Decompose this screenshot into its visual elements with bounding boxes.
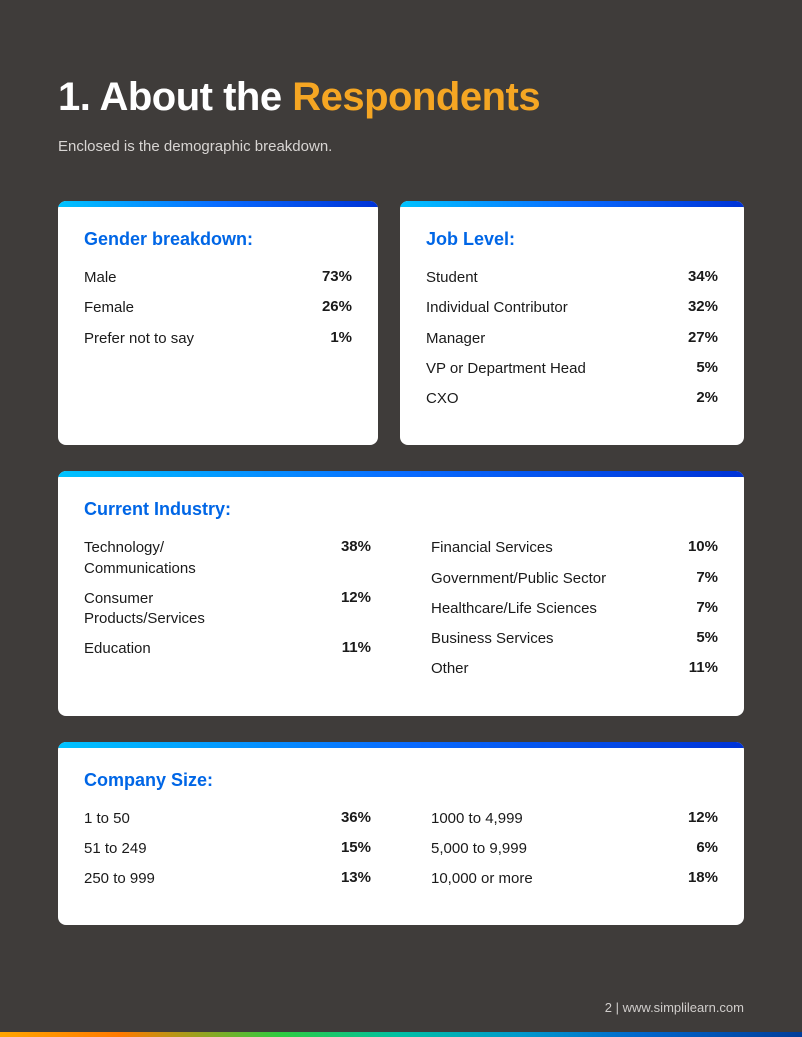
joblevel-card-title: Job Level: [426, 229, 718, 250]
stat-label: Government/Public Sector [431, 569, 606, 589]
stat-value: 34% [688, 268, 718, 285]
stat-row: 1000 to 4,999 12% [431, 809, 718, 829]
stat-row: Technology/Communications 38% [84, 538, 371, 579]
stat-value: 7% [696, 599, 718, 616]
stat-row: Manager 27% [426, 329, 718, 349]
stat-row: Prefer not to say 1% [84, 329, 352, 349]
stat-row: VP or Department Head 5% [426, 359, 718, 379]
two-col: Technology/Communications 38% ConsumerPr… [84, 538, 718, 689]
stat-value: 10% [688, 538, 718, 555]
col-left: Technology/Communications 38% ConsumerPr… [84, 538, 371, 689]
heading-highlight: Respondents [292, 75, 540, 119]
stat-value: 2% [696, 389, 718, 406]
heading-prefix: 1. About the [58, 75, 292, 119]
stat-label: VP or Department Head [426, 359, 586, 379]
stat-label: 51 to 249 [84, 839, 147, 859]
stat-label: Business Services [431, 629, 554, 649]
col-right: Financial Services 10% Government/Public… [431, 538, 718, 689]
stat-label: Student [426, 268, 478, 288]
stat-value: 36% [341, 809, 371, 826]
stat-label: Other [431, 659, 469, 679]
stat-value: 18% [688, 869, 718, 886]
stat-row: 5,000 to 9,999 6% [431, 839, 718, 859]
stat-value: 12% [341, 589, 371, 606]
stat-label: Prefer not to say [84, 329, 194, 349]
page-container: 1. About the Respondents Enclosed is the… [0, 0, 802, 925]
stat-value: 73% [322, 268, 352, 285]
stat-label: ConsumerProducts/Services [84, 589, 205, 630]
stat-label: Education [84, 639, 151, 659]
stat-value: 32% [688, 298, 718, 315]
industry-card: Current Industry: Technology/Communicati… [58, 471, 744, 715]
stat-row: Individual Contributor 32% [426, 298, 718, 318]
stat-row: 250 to 999 13% [84, 869, 371, 889]
industry-card-title: Current Industry: [84, 499, 718, 520]
two-col: 1 to 50 36% 51 to 249 15% 250 to 999 13%… [84, 809, 718, 900]
stat-row: Other 11% [431, 659, 718, 679]
page-subtitle: Enclosed is the demographic breakdown. [58, 138, 744, 155]
stat-row: 51 to 249 15% [84, 839, 371, 859]
page-footer: 2 | www.simplilearn.com [605, 1000, 744, 1015]
stat-label: Manager [426, 329, 485, 349]
joblevel-card: Job Level: Student 34% Individual Contri… [400, 201, 744, 445]
stat-label: 1000 to 4,999 [431, 809, 523, 829]
stat-label: Individual Contributor [426, 298, 568, 318]
stat-row: Female 26% [84, 298, 352, 318]
stat-row: 1 to 50 36% [84, 809, 371, 829]
stat-row: Financial Services 10% [431, 538, 718, 558]
card-inner: Job Level: Student 34% Individual Contri… [400, 207, 744, 445]
stat-value: 6% [696, 839, 718, 856]
card-inner: Current Industry: Technology/Communicati… [58, 477, 744, 715]
stat-label: 10,000 or more [431, 869, 533, 889]
col-right: 1000 to 4,999 12% 5,000 to 9,999 6% 10,0… [431, 809, 718, 900]
stat-row: Male 73% [84, 268, 352, 288]
gender-card-title: Gender breakdown: [84, 229, 352, 250]
stat-value: 27% [688, 329, 718, 346]
top-row: Gender breakdown: Male 73% Female 26% Pr… [58, 201, 744, 445]
bottom-stripe [0, 1032, 802, 1037]
stat-row: Student 34% [426, 268, 718, 288]
stat-value: 5% [696, 359, 718, 376]
stat-row: Government/Public Sector 7% [431, 569, 718, 589]
stat-row: Healthcare/Life Sciences 7% [431, 599, 718, 619]
stat-row: Business Services 5% [431, 629, 718, 649]
stat-value: 7% [696, 569, 718, 586]
stat-row: ConsumerProducts/Services 12% [84, 589, 371, 630]
stat-value: 38% [341, 538, 371, 555]
stat-label: Technology/Communications [84, 538, 196, 579]
stat-label: 250 to 999 [84, 869, 155, 889]
stat-value: 26% [322, 298, 352, 315]
stat-row: CXO 2% [426, 389, 718, 409]
stat-value: 15% [341, 839, 371, 856]
stat-label: Healthcare/Life Sciences [431, 599, 597, 619]
stat-value: 12% [688, 809, 718, 826]
card-inner: Gender breakdown: Male 73% Female 26% Pr… [58, 207, 378, 385]
stat-value: 11% [342, 639, 371, 656]
page-heading: 1. About the Respondents [58, 75, 744, 120]
stat-label: Female [84, 298, 134, 318]
stat-row: Education 11% [84, 639, 371, 659]
col-left: 1 to 50 36% 51 to 249 15% 250 to 999 13% [84, 809, 371, 900]
stat-label: Financial Services [431, 538, 553, 558]
companysize-card: Company Size: 1 to 50 36% 51 to 249 15% … [58, 742, 744, 926]
stat-row: 10,000 or more 18% [431, 869, 718, 889]
stat-value: 1% [330, 329, 352, 346]
stat-label: CXO [426, 389, 459, 409]
stat-label: Male [84, 268, 117, 288]
stat-value: 11% [689, 659, 718, 676]
card-inner: Company Size: 1 to 50 36% 51 to 249 15% … [58, 748, 744, 926]
companysize-card-title: Company Size: [84, 770, 718, 791]
stat-value: 13% [341, 869, 371, 886]
stat-label: 5,000 to 9,999 [431, 839, 527, 859]
stat-value: 5% [696, 629, 718, 646]
stat-label: 1 to 50 [84, 809, 130, 829]
gender-card: Gender breakdown: Male 73% Female 26% Pr… [58, 201, 378, 445]
